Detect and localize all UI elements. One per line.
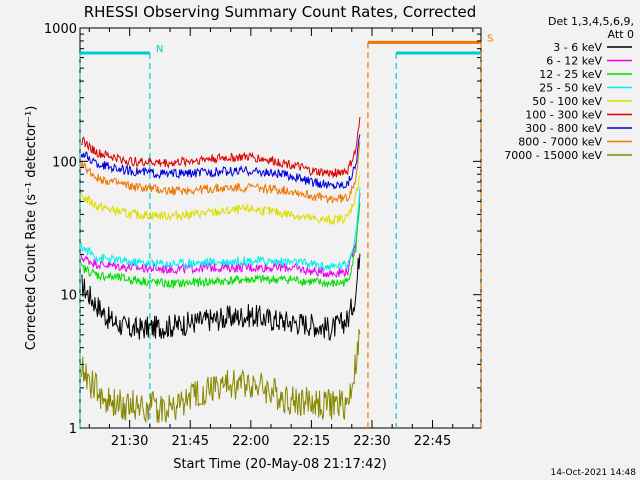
footer-timestamp: 14-Oct-2021 14:48: [551, 468, 637, 478]
series-line: [80, 202, 361, 289]
x-tick-label: 22:00: [232, 434, 269, 449]
y-axis: 1 10 100 1000: [44, 22, 481, 437]
x-axis: 21:30 21:45 22:00 22:15 22:30 22:45: [88, 28, 474, 449]
series-line: [80, 134, 361, 190]
x-tick-label: 21:45: [172, 434, 209, 449]
legend-title-line: Det 1,3,4,5,6,9,: [548, 15, 634, 28]
legend-entry-label: 300 - 800 keV: [525, 122, 602, 135]
chart-title: RHESSI Observing Summary Count Rates, Co…: [84, 3, 477, 21]
y-axis-label: Corrected Count Rate (s⁻¹ detector⁻¹): [24, 106, 39, 351]
legend-entry-label: 3 - 6 keV: [553, 41, 602, 54]
legend-entry-label: 800 - 7000 keV: [518, 136, 602, 149]
series-line: [80, 329, 361, 424]
x-tick-label: 22:30: [353, 434, 390, 449]
y-tick-label: 1000: [44, 22, 77, 37]
series-line: [80, 141, 361, 204]
series-line: [80, 192, 361, 279]
y-tick-label: 1: [69, 422, 77, 437]
legend-title: Det 1,3,4,5,6,9,Att 0: [548, 15, 634, 41]
annotation-layer: NS: [79, 33, 493, 428]
legend-entry-label: 6 - 12 keV: [546, 55, 602, 68]
legend-entry-label: 7000 - 15000 keV: [504, 149, 602, 162]
annotation-label: N: [156, 44, 163, 55]
x-tick-label: 22:15: [293, 434, 330, 449]
series-line: [80, 174, 361, 225]
legend-title-line: Att 0: [608, 28, 634, 41]
annotation-label: S: [487, 33, 493, 44]
series-line: [80, 187, 361, 271]
y-tick-label: 100: [52, 155, 77, 170]
legend-entry-label: 100 - 300 keV: [525, 109, 602, 122]
x-tick-label: 21:30: [111, 434, 148, 449]
legend-entry-label: 50 - 100 keV: [532, 95, 602, 108]
y-tick-label: 10: [60, 289, 77, 304]
x-tick-label: 22:45: [414, 434, 451, 449]
legend-entry-label: 12 - 25 keV: [539, 68, 602, 81]
legend-entry-label: 25 - 50 keV: [539, 82, 602, 95]
series-layer: [80, 117, 361, 424]
series-line: [81, 253, 361, 341]
series-line: [81, 117, 361, 178]
plot-frame: [79, 27, 482, 429]
x-axis-label: Start Time (20-May-08 21:17:42): [173, 457, 387, 472]
